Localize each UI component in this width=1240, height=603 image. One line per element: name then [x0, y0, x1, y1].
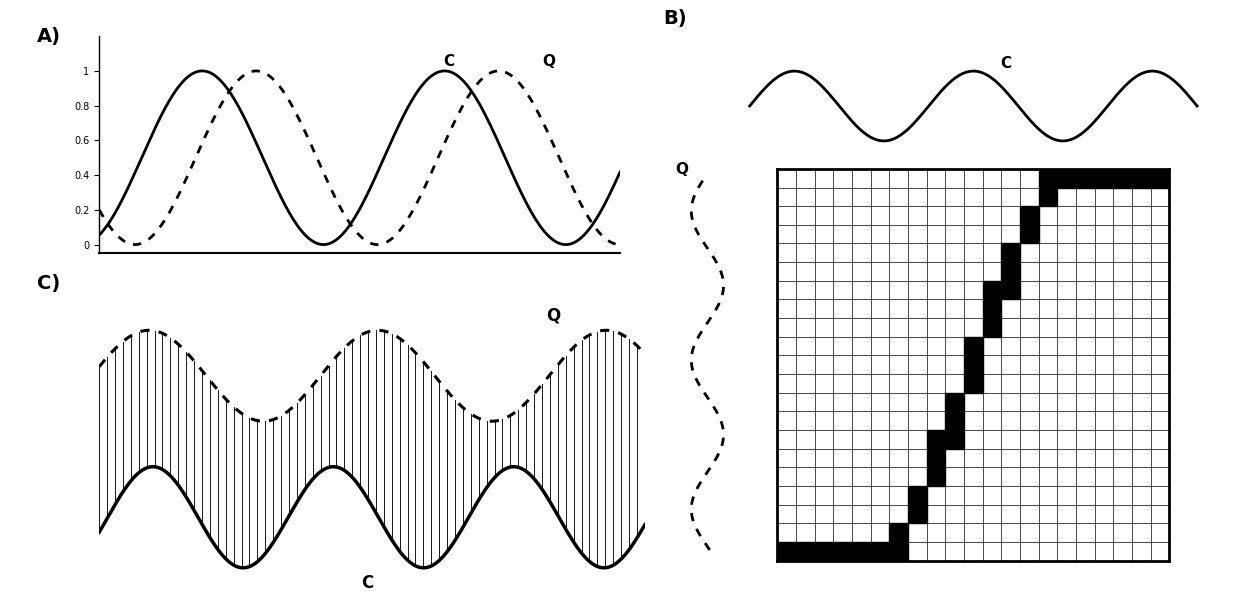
Text: Q: Q [547, 306, 560, 324]
Bar [945, 393, 963, 411]
Bar [926, 430, 945, 449]
Bar [983, 318, 1002, 337]
Bar [908, 486, 926, 505]
Bar [1114, 169, 1132, 188]
Bar [889, 542, 908, 561]
Bar [1095, 169, 1114, 188]
Bar [1076, 169, 1095, 188]
Text: C: C [443, 54, 454, 69]
Bar [926, 449, 945, 467]
Bar [1151, 169, 1169, 188]
Bar [983, 281, 1002, 300]
Bar [1021, 225, 1039, 244]
Bar [815, 542, 833, 561]
Bar [983, 300, 1002, 318]
Text: C): C) [37, 274, 61, 294]
Bar [1132, 169, 1151, 188]
Bar [963, 356, 983, 374]
Bar [889, 523, 908, 542]
Text: C: C [1001, 55, 1012, 71]
Bar [833, 542, 852, 561]
Bar [852, 542, 870, 561]
Bar [1002, 281, 1021, 300]
Bar [1039, 169, 1058, 188]
Bar [1021, 206, 1039, 225]
Bar [926, 467, 945, 486]
Bar [796, 542, 815, 561]
Text: B): B) [663, 9, 687, 28]
Bar [963, 374, 983, 393]
Text: Q: Q [676, 162, 688, 177]
Bar [1058, 169, 1076, 188]
Bar [945, 430, 963, 449]
Bar [1002, 262, 1021, 281]
Bar [945, 411, 963, 430]
Bar [1039, 188, 1058, 206]
Bar [777, 542, 796, 561]
Bar [1002, 244, 1021, 262]
Bar [963, 337, 983, 356]
Text: A): A) [37, 27, 61, 46]
Text: Q: Q [542, 54, 554, 69]
Bar [870, 542, 889, 561]
Text: C: C [361, 574, 373, 592]
Bar [908, 505, 926, 523]
